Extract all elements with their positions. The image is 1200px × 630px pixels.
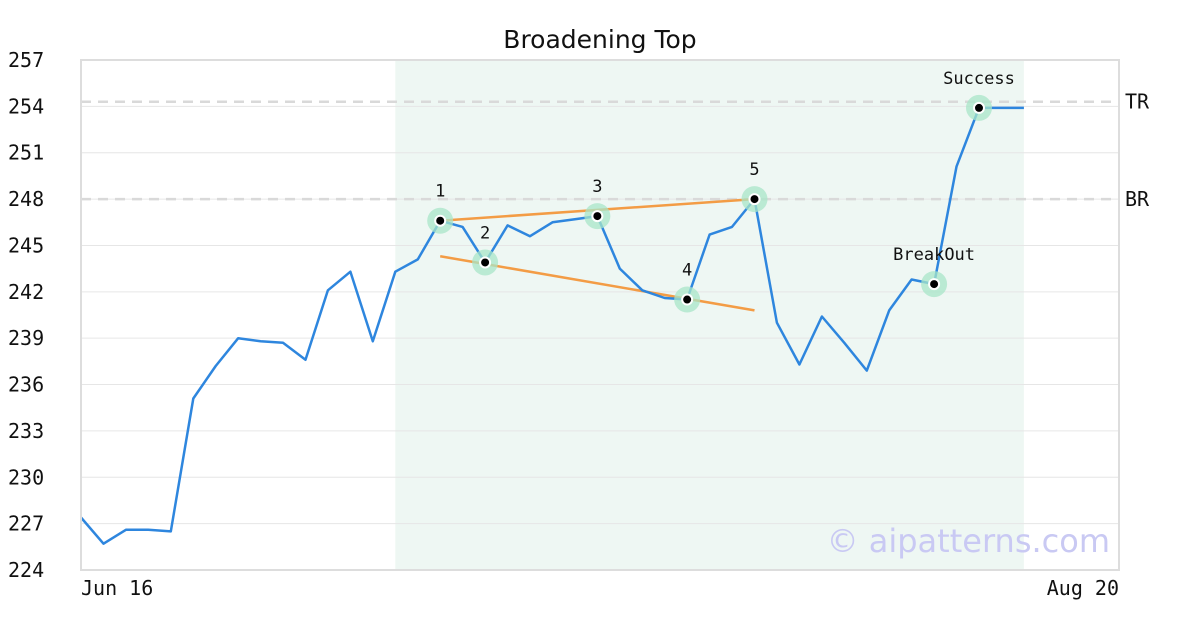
y-tick-label: 230	[8, 465, 44, 489]
level-lines: TR BR	[81, 90, 1150, 211]
level-label-br: BR	[1125, 187, 1150, 211]
x-tick-label: Aug 20	[1047, 576, 1119, 600]
y-tick-label: 248	[8, 187, 44, 211]
y-tick-label: 224	[8, 558, 44, 582]
point-label: 5	[749, 160, 759, 180]
y-tick-label: 233	[8, 419, 44, 443]
y-tick-label: 227	[8, 512, 44, 536]
x-axis-ticks: Jun 16 Aug 20	[81, 576, 1119, 600]
point-label: Success	[943, 69, 1015, 89]
level-label-tr: TR	[1125, 90, 1150, 114]
point-label: 3	[592, 177, 602, 197]
y-tick-label: 251	[8, 141, 44, 165]
point-label: 2	[480, 223, 490, 243]
point-marker	[591, 210, 604, 223]
pattern-region	[395, 60, 1024, 570]
pattern-points: 1 2 3 4 5 BreakOut Success	[427, 69, 1015, 313]
y-tick-label: 236	[8, 373, 44, 397]
y-tick-label: 242	[8, 280, 44, 304]
point-label: 1	[435, 182, 445, 202]
y-tick-label: 254	[8, 94, 44, 118]
point-label: BreakOut	[893, 245, 975, 265]
point-label: 4	[682, 261, 692, 281]
y-axis-ticks: 224 227 230 233 236 239 242 245 248 251 254 257	[8, 48, 44, 582]
point-marker	[928, 278, 941, 291]
point-marker	[479, 256, 492, 269]
y-tick-label: 257	[8, 48, 44, 72]
point-marker	[748, 193, 761, 206]
pattern-region-layer	[395, 60, 1024, 570]
y-tick-label: 239	[8, 326, 44, 350]
point-marker	[681, 293, 694, 306]
point-marker	[973, 101, 985, 114]
chart-title: Broadening Top	[503, 25, 696, 54]
point-marker	[434, 214, 447, 227]
x-tick-label: Jun 16	[81, 576, 153, 600]
y-tick-label: 245	[8, 233, 44, 257]
price-line	[80, 106, 1024, 545]
price-series	[80, 106, 1024, 545]
watermark: © aipatterns.com	[827, 522, 1110, 560]
plot-frame	[80, 59, 1120, 571]
